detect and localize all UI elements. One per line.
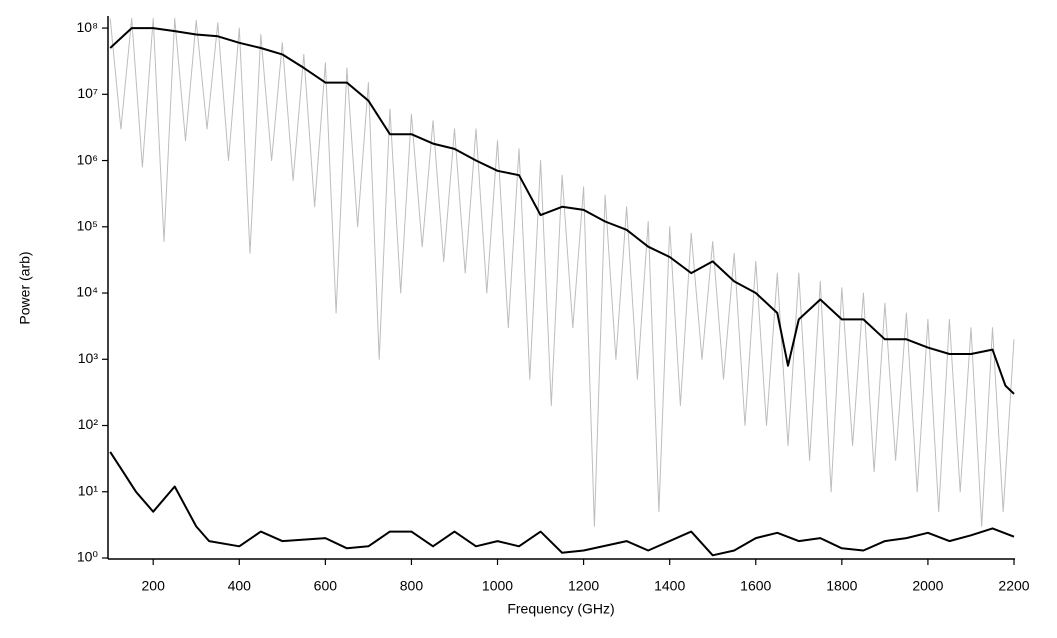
x-tick-label: 1400 bbox=[654, 578, 685, 594]
x-tick-label: 400 bbox=[228, 578, 252, 594]
x-tick-label: 2200 bbox=[998, 578, 1029, 594]
y-tick-label: 10¹ bbox=[78, 482, 99, 498]
x-tick-label: 200 bbox=[142, 578, 166, 594]
y-tick-label: 10² bbox=[78, 416, 99, 432]
x-axis-title: Frequency (GHz) bbox=[507, 601, 614, 617]
y-tick-label: 10⁵ bbox=[77, 217, 98, 233]
y-tick-label: 10⁶ bbox=[77, 151, 98, 167]
y-tick-label: 10⁷ bbox=[77, 85, 98, 101]
series-line bbox=[109, 451, 1015, 557]
y-tick-label: 10³ bbox=[78, 350, 99, 366]
x-tick-label: 2000 bbox=[912, 578, 943, 594]
x-tick-label: 1600 bbox=[740, 578, 771, 594]
y-tick-label: 10⁸ bbox=[77, 19, 99, 35]
x-tick-label: 1200 bbox=[568, 578, 599, 594]
y-tick-label: 10⁰ bbox=[77, 549, 99, 565]
x-tick-label: 1800 bbox=[826, 578, 857, 594]
x-tick-label: 800 bbox=[400, 578, 424, 594]
y-axis-title: Power (arb) bbox=[17, 251, 33, 324]
x-tick-label: 1000 bbox=[482, 578, 513, 594]
series-line bbox=[109, 27, 1015, 395]
y-tick-label: 10⁴ bbox=[76, 284, 98, 300]
x-tick-label: 600 bbox=[314, 578, 338, 594]
series-line bbox=[109, 17, 1015, 527]
